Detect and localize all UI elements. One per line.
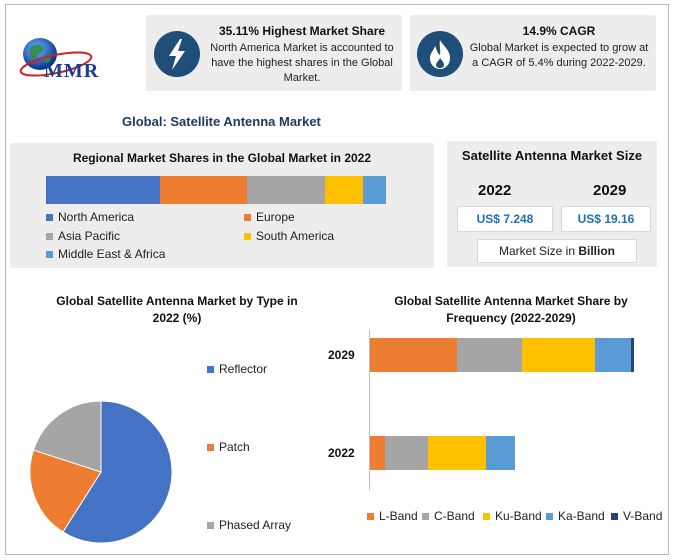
legend-swatch: [483, 512, 490, 520]
type-chart-title: Global Satellite Antenna Market by Type …: [56, 294, 298, 325]
legend-label: Europe: [256, 210, 295, 224]
frequency-legend-ka-band: Ka-Band: [546, 509, 605, 523]
frequency-legend-l-band: L-Band: [367, 509, 418, 523]
legend-swatch: [207, 365, 214, 373]
legend-label: North America: [58, 210, 135, 224]
legend-swatch: [422, 512, 429, 520]
lightning-icon: [154, 31, 200, 77]
year-2029-label: 2029: [593, 182, 627, 199]
type-pie-chart: [29, 400, 173, 544]
legend-label: C-Band: [434, 509, 475, 523]
frequency-bar-2029-ka-band: [594, 338, 631, 372]
legend-swatch: [611, 512, 618, 520]
frequency-axis-line: [369, 330, 370, 490]
legend-swatch: [207, 521, 214, 529]
legend-label: Ka-Band: [558, 509, 605, 523]
stat-text-cagr: Global Market is expected to grow at a C…: [469, 42, 649, 69]
regional-legend-asia-pacific: Asia Pacific: [46, 229, 120, 243]
logo-text: MMR: [44, 60, 100, 82]
frequency-legend-ku-band: Ku-Band: [483, 509, 542, 523]
regional-legend-middle-east-africa: Middle East & Africa: [46, 247, 165, 261]
legend-label: Middle East & Africa: [58, 247, 166, 261]
year-2022-label: 2022: [478, 182, 512, 199]
unit-prefix: Market Size in: [498, 244, 579, 258]
regional-bar-segment-europe: [159, 176, 247, 204]
legend-swatch: [46, 250, 53, 258]
value-2022: US$ 7.248: [457, 206, 553, 232]
flame-icon: [417, 31, 463, 77]
frequency-legend-c-band: C-Band: [422, 509, 475, 523]
stat-title-cagr: 14.9% CAGR: [522, 24, 596, 38]
pie-slice-reflector: [62, 400, 173, 544]
legend-label: South America: [256, 229, 335, 243]
legend-label: Asia Pacific: [58, 229, 121, 243]
value-2029: US$ 19.16: [561, 206, 651, 232]
legend-label: L-Band: [379, 509, 418, 523]
regional-stacked-bar: [46, 176, 386, 204]
stat-text-market-share: North America Market is accounted to hav…: [210, 42, 394, 84]
market-size-unit-box: Market Size in Billion: [477, 239, 637, 263]
unit-bold: Billion: [578, 244, 616, 258]
frequency-category-label-2022: 2022: [328, 446, 355, 460]
mmr-logo: MMR: [14, 34, 134, 84]
stat-title-market-share: 35.11% Highest Market Share: [218, 24, 386, 38]
type-legend-patch: Patch: [207, 440, 250, 454]
frequency-bar-2029-c-band: [457, 338, 523, 372]
market-size-title: Satellite Antenna Market Size: [461, 148, 643, 163]
legend-swatch: [207, 443, 214, 451]
regional-legend-europe: Europe: [244, 210, 295, 224]
frequency-legend-v-band: V-Band: [611, 509, 662, 523]
frequency-bar-2022-l-band: [370, 436, 385, 470]
regional-legend-south-america: South America: [244, 229, 334, 243]
regional-bar-segment-middle-east-africa: [363, 176, 386, 204]
type-legend-reflector: Reflector: [207, 362, 267, 376]
legend-label: Patch: [219, 440, 250, 454]
type-legend-phased-array: Phased Array: [207, 518, 291, 532]
frequency-bar-2022-ku-band: [428, 436, 486, 470]
legend-swatch: [244, 213, 251, 221]
globe-icon: [19, 38, 93, 77]
legend-label: Phased Array: [219, 518, 292, 532]
frequency-bar-2029-v-band: [631, 338, 634, 372]
regional-bar-segment-asia-pacific: [246, 176, 325, 204]
pie-slice-patch: [29, 449, 102, 533]
frequency-bar-2022-c-band: [384, 436, 428, 470]
page-title: Global: Satellite Antenna Market: [122, 114, 321, 129]
legend-swatch: [546, 512, 553, 520]
frequency-bar-2029-l-band: [370, 338, 457, 372]
regional-bar-segment-south-america: [324, 176, 364, 204]
frequency-chart-title: Global Satellite Antenna Market Share by…: [394, 294, 628, 325]
regional-bar-segment-north-america: [46, 176, 160, 204]
regional-legend-north-america: North America: [46, 210, 134, 224]
legend-label: Reflector: [219, 362, 268, 376]
regional-shares-card: [10, 143, 434, 268]
legend-label: Ku-Band: [495, 509, 542, 523]
legend-swatch: [46, 232, 53, 240]
pie-slice-phased-array: [32, 400, 102, 473]
frequency-bar-2029-ku-band: [522, 338, 595, 372]
frequency-category-label-2029: 2029: [328, 348, 355, 362]
legend-swatch: [244, 232, 251, 240]
frequency-bar-2022-ka-band: [486, 436, 515, 470]
legend-swatch: [46, 213, 53, 221]
legend-swatch: [367, 512, 374, 520]
legend-label: V-Band: [623, 509, 663, 523]
regional-chart-title: Regional Market Shares in the Global Mar…: [72, 151, 372, 165]
